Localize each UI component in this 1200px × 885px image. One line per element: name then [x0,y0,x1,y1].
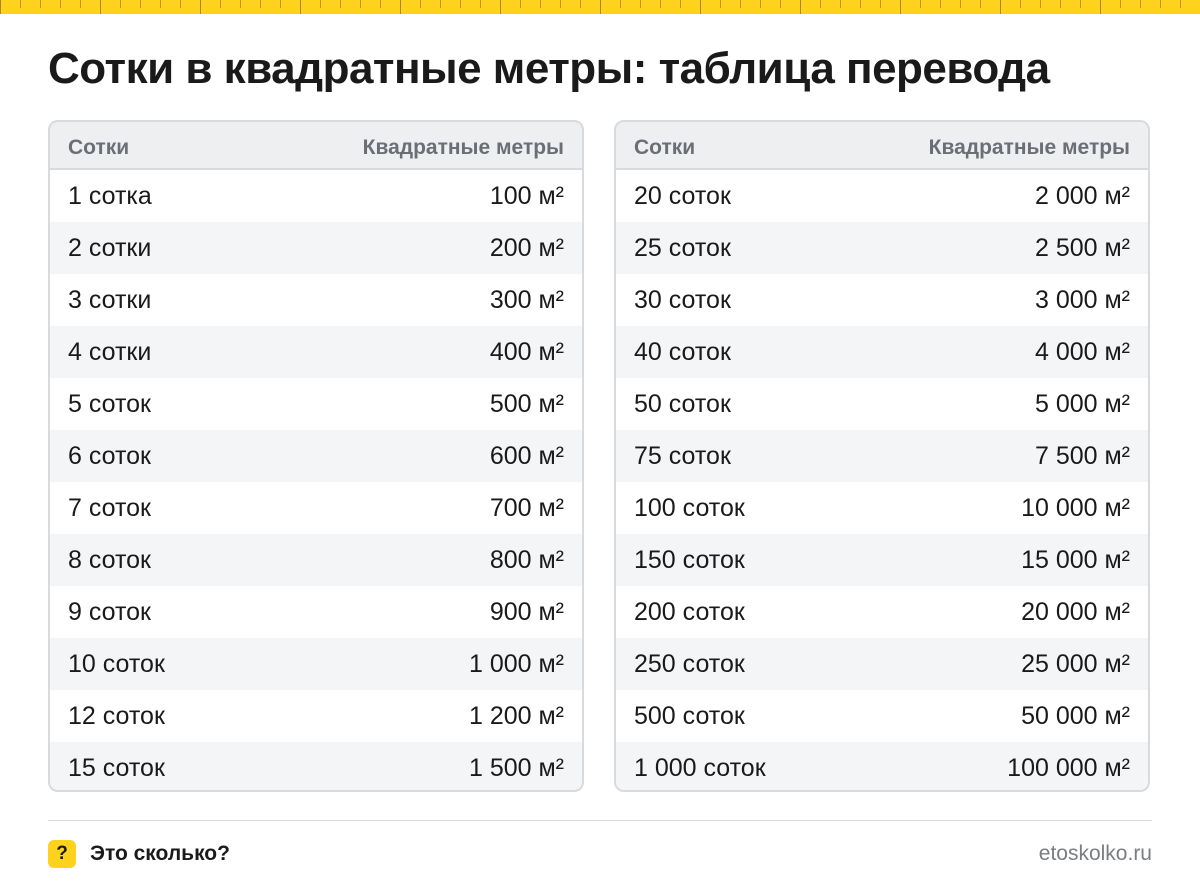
table-row: 50 соток 5 000 м² [616,378,1148,430]
brand-name: Это сколько? [90,842,230,865]
table-row: 40 соток 4 000 м² [616,326,1148,378]
sotki-value: 500 соток [634,701,745,730]
sotki-value: 2 сотки [68,233,152,262]
sotki-value: 1 сотка [68,181,152,210]
conversion-table-left: Сотки Квадратные метры 1 сотка 100 м² 2 со… [48,120,584,792]
sotki-value: 25 соток [634,233,731,262]
table-row: 500 соток 50 000 м² [616,690,1148,742]
square-meters-value: 1 200 м² [468,701,564,730]
sotki-value: 4 сотки [68,337,152,366]
square-meters-value: 10 000 м² [1021,493,1130,522]
sotki-value: 3 сотки [68,285,152,314]
sotki-value: 20 соток [634,181,731,210]
square-meters-value: 200 м² [489,233,564,262]
square-meters-value: 15 000 м² [1021,545,1130,574]
square-meters-value: 25 000 м² [1021,649,1130,678]
square-meters-value: 3 000 м² [1034,285,1130,314]
table-row: 7 соток 700 м² [50,482,582,534]
square-meters-value: 4 000 м² [1034,337,1130,366]
question-mark-icon: ? [48,840,76,868]
table-row: 4 сотки 400 м² [50,326,582,378]
sotki-value: 5 соток [68,389,151,418]
square-meters-value: 100 000 м² [1007,753,1130,782]
square-meters-value: 900 м² [489,597,564,626]
table-row: 9 соток 900 м² [50,586,582,638]
table-row: 1 сотка 100 м² [50,170,582,222]
table-row: 20 соток 2 000 м² [616,170,1148,222]
table-row: 25 соток 2 500 м² [616,222,1148,274]
table-body: 1 сотка 100 м² 2 сотки 200 м² 3 сотки 300 м² 4… [50,170,582,790]
square-meters-value: 7 500 м² [1034,441,1130,470]
sotki-value: 8 соток [68,545,151,574]
sotki-value: 10 соток [68,649,165,678]
table-row: 3 сотки 300 м² [50,274,582,326]
square-meters-value: 1 000 м² [468,649,564,678]
table-row: 5 соток 500 м² [50,378,582,430]
sotki-value: 6 соток [68,441,151,470]
square-meters-value: 100 м² [489,181,564,210]
footer-divider [48,820,1152,821]
sotki-value: 1 000 соток [634,753,766,782]
table-row: 10 соток 1 000 м² [50,638,582,690]
square-meters-value: 2 500 м² [1034,233,1130,262]
header-square-meters: Квадратные метры [362,136,564,159]
square-meters-value: 50 000 м² [1021,701,1130,730]
sotki-value: 250 соток [634,649,745,678]
sotki-value: 30 соток [634,285,731,314]
square-meters-value: 500 м² [489,389,564,418]
square-meters-value: 600 м² [489,441,564,470]
conversion-table-right: Сотки Квадратные метры 20 соток 2 000 м² 2… [614,120,1150,792]
table-row: 250 соток 25 000 м² [616,638,1148,690]
table-row: 100 соток 10 000 м² [616,482,1148,534]
table-row: 75 соток 7 500 м² [616,430,1148,482]
table-row: 1 000 соток 100 000 м² [616,742,1148,790]
table-body: 20 соток 2 000 м² 25 соток 2 500 м² 30 соток… [616,170,1148,790]
table-row: 200 соток 20 000 м² [616,586,1148,638]
table-row: 8 соток 800 м² [50,534,582,586]
table-row: 6 соток 600 м² [50,430,582,482]
sotki-value: 7 соток [68,493,151,522]
sotki-value: 100 соток [634,493,745,522]
square-meters-value: 700 м² [489,493,564,522]
square-meters-value: 1 500 м² [468,753,564,782]
sotki-value: 40 соток [634,337,731,366]
square-meters-value: 2 000 м² [1034,181,1130,210]
square-meters-value: 5 000 м² [1034,389,1130,418]
sotki-value: 12 соток [68,701,165,730]
table-row: 2 сотки 200 м² [50,222,582,274]
sotki-value: 200 соток [634,597,745,626]
table-row: 30 соток 3 000 м² [616,274,1148,326]
sotki-value: 15 соток [68,753,165,782]
table-header: Сотки Квадратные метры [50,122,582,170]
page-title: Сотки в квадратные метры: таблица перево… [48,44,1050,93]
site-link[interactable]: etoskolko.ru [1038,842,1152,865]
table-header: Сотки Квадратные метры [616,122,1148,170]
table-row: 12 соток 1 200 м² [50,690,582,742]
sotki-value: 150 соток [634,545,745,574]
square-meters-value: 20 000 м² [1021,597,1130,626]
ruler-major-ticks [0,0,1200,14]
sotki-value: 50 соток [634,389,731,418]
header-sotki: Сотки [68,136,130,159]
table-row: 15 соток 1 500 м² [50,742,582,790]
table-row: 150 соток 15 000 м² [616,534,1148,586]
sotki-value: 9 соток [68,597,151,626]
header-sotki: Сотки [634,136,696,159]
square-meters-value: 400 м² [489,337,564,366]
sotki-value: 75 соток [634,441,731,470]
header-square-meters: Квадратные метры [928,136,1130,159]
square-meters-value: 300 м² [489,285,564,314]
square-meters-value: 800 м² [489,545,564,574]
